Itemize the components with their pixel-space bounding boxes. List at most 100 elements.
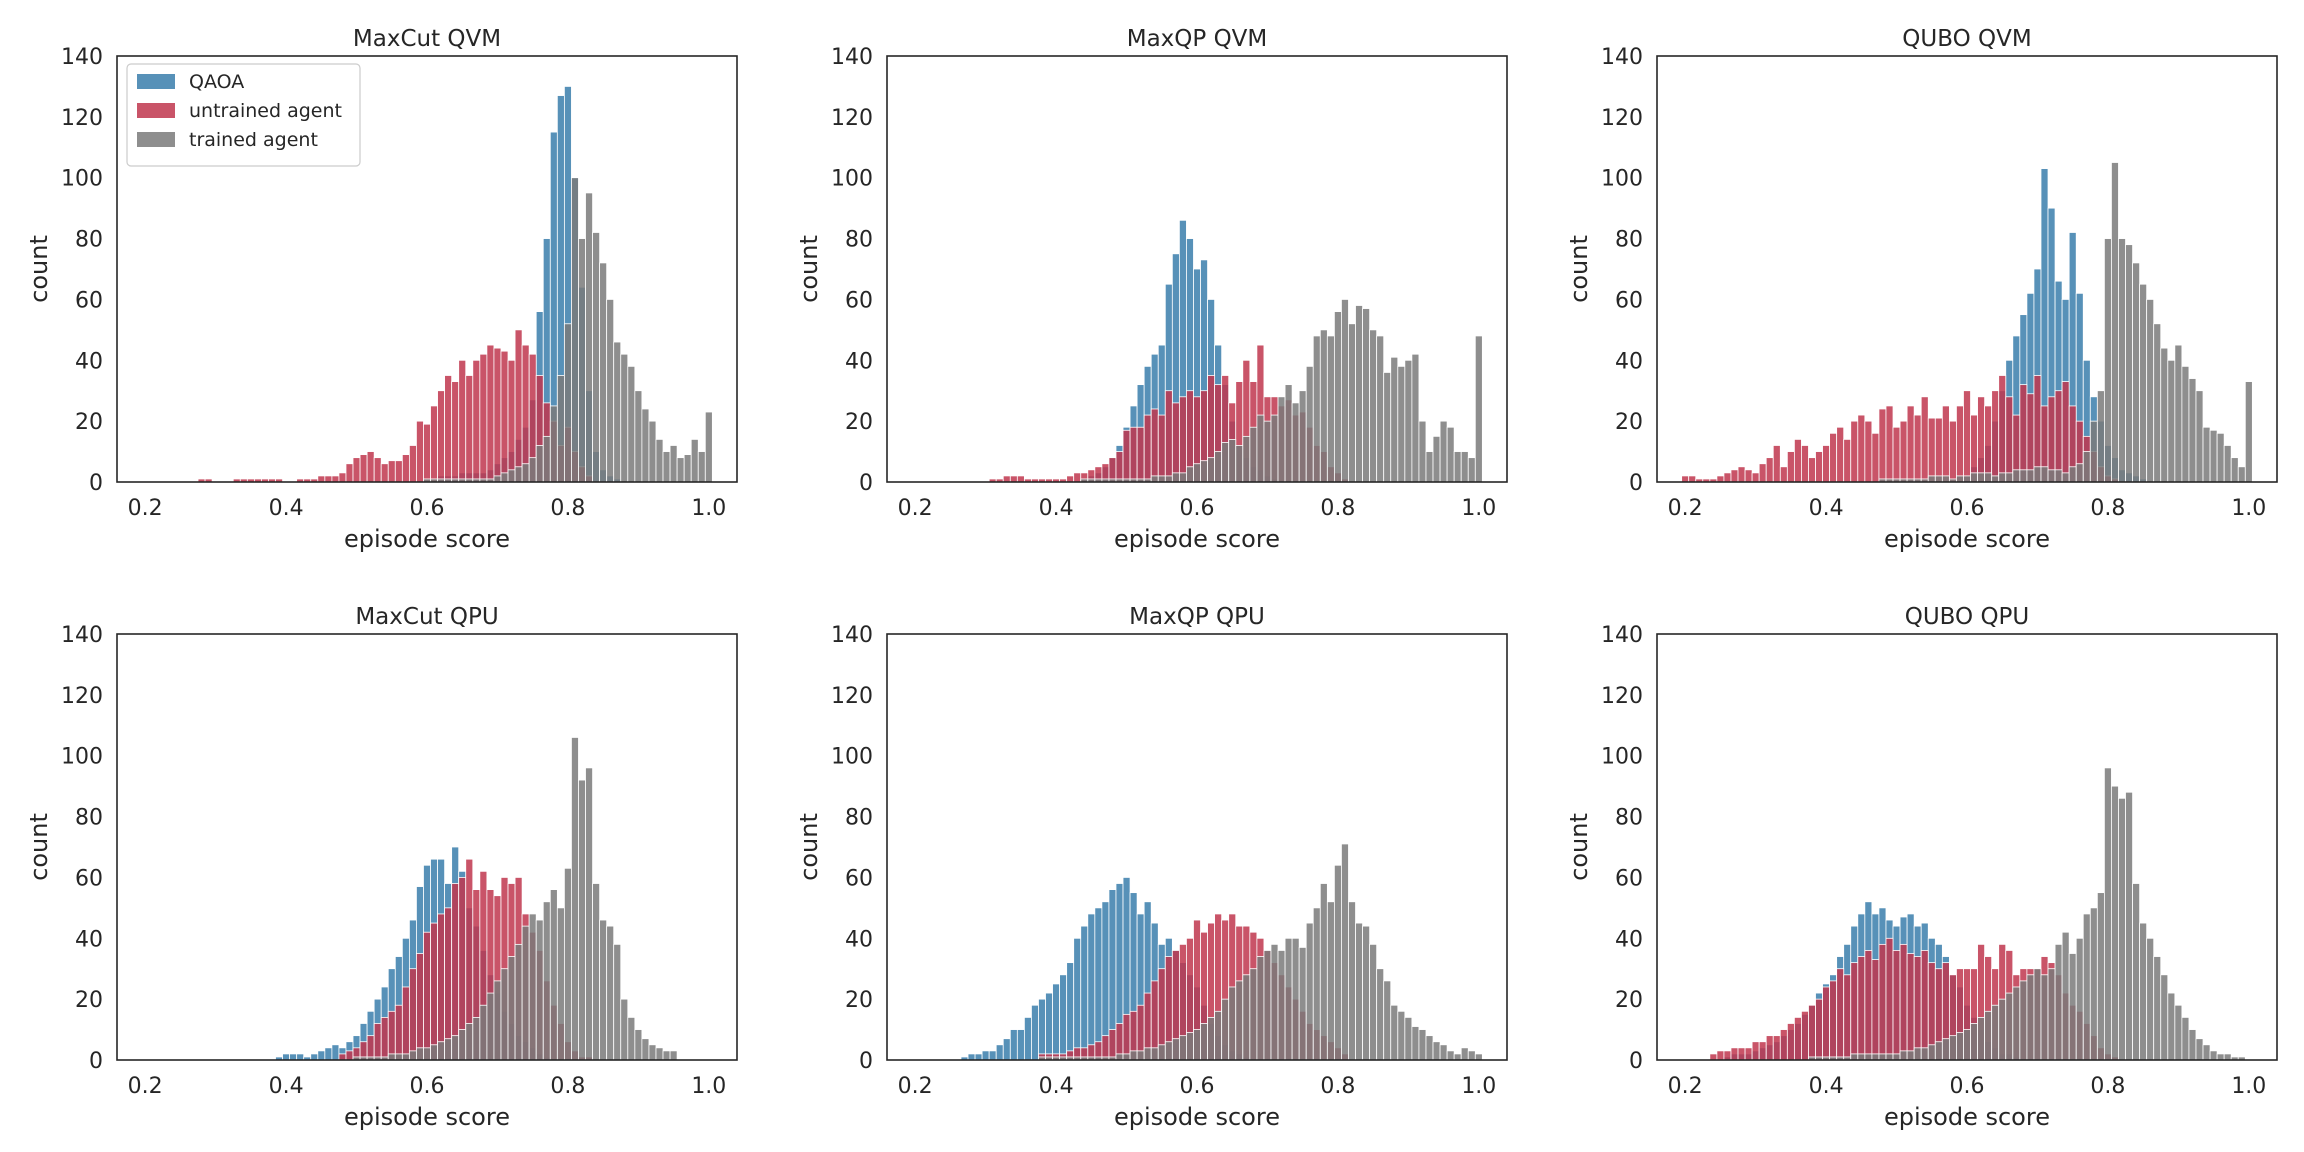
bar-trained-agent: [1460, 451, 1469, 483]
bar-trained-agent: [1362, 308, 1371, 483]
legend-box: [126, 63, 361, 167]
bar-trained-agent: [2089, 907, 2098, 1061]
bar-QAOA: [1038, 998, 1046, 1061]
bar-trained-agent: [451, 1035, 460, 1061]
bar-untrained-agent: [401, 454, 410, 483]
bar-trained-agent: [2111, 785, 2119, 1061]
y-tick-label: 80: [1615, 806, 1643, 831]
x-axis-label: episode score: [1114, 525, 1280, 553]
bar-trained-agent: [2082, 451, 2091, 483]
legend-label-untrained-agent: untrained agent: [189, 100, 342, 122]
bar-trained-agent: [1193, 463, 1201, 483]
bar-trained-agent: [697, 451, 706, 483]
bar-trained-agent: [416, 1047, 424, 1061]
bar-trained-agent: [634, 1029, 643, 1061]
bar-untrained-agent: [1864, 950, 1873, 1061]
y-tick-label: 0: [859, 1049, 873, 1074]
bar-trained-agent: [1228, 986, 1237, 1061]
y-tick-label: 40: [1615, 349, 1643, 374]
bar-trained-agent: [1977, 472, 1986, 483]
bar-trained-agent: [2111, 162, 2119, 483]
bar-trained-agent: [1956, 1032, 1964, 1061]
bar-untrained-agent: [1871, 432, 1880, 483]
x-tick-label: 0.4: [269, 1074, 304, 1099]
y-tick-label: 140: [831, 45, 873, 70]
bar-untrained-agent: [1171, 402, 1180, 483]
bar-trained-agent: [1991, 475, 2000, 483]
bar-untrained-agent: [451, 883, 460, 1061]
bar-untrained-agent: [1122, 1013, 1131, 1061]
bar-QAOA: [1087, 913, 1096, 1061]
bar-untrained-agent: [521, 344, 530, 483]
bar-trained-agent: [458, 1029, 467, 1061]
chart-title: MaxQP QPU: [1129, 604, 1265, 630]
bar-trained-agent: [1157, 1044, 1166, 1061]
bar-untrained-agent: [380, 463, 389, 483]
bar-trained-agent: [1150, 1047, 1159, 1061]
bar-trained-agent: [578, 779, 586, 1061]
bar-trained-agent: [2153, 956, 2162, 1061]
bar-trained-agent: [2047, 968, 2056, 1061]
bar-trained-agent: [1984, 1010, 1993, 1061]
bar-trained-agent: [2061, 472, 2070, 483]
x-axis-label: episode score: [344, 525, 510, 553]
bar-QAOA: [1094, 907, 1103, 1061]
bar-trained-agent: [2216, 432, 2225, 483]
bar-trained-agent: [1193, 1029, 1201, 1061]
x-tick-label: 0.8: [1320, 1074, 1355, 1099]
bar-trained-agent: [514, 943, 523, 1061]
x-axis-label: episode score: [1114, 1103, 1280, 1131]
bar-trained-agent: [1857, 1053, 1866, 1061]
chart-title: MaxCut QVM: [353, 26, 501, 52]
bar-untrained-agent: [1815, 451, 1823, 483]
panel-maxcut-qvm: MaxCut QVM 0 20 40 60 80 100 120 140 0.2 0.4 0.6 0.8…: [25, 26, 738, 553]
bar-untrained-agent: [1829, 432, 1838, 483]
bar-trained-agent: [1333, 864, 1342, 1061]
bar-trained-agent: [2096, 892, 2105, 1061]
bar-trained-agent: [669, 1050, 678, 1061]
panel-qubo-qvm: QUBO QVM 0 20 40 60 80 100 120 140 0.2 0.4 0.6 0.8 1.…: [1565, 26, 2278, 553]
bar-untrained-agent: [437, 390, 446, 483]
bar-trained-agent: [1404, 1017, 1413, 1061]
y-tick-label: 60: [75, 288, 103, 313]
bar-trained-agent: [2075, 463, 2084, 483]
bar-trained-agent: [1326, 901, 1335, 1061]
bar-untrained-agent: [1730, 469, 1739, 483]
bar-trained-agent: [1467, 457, 1476, 483]
y-axis-label: count: [25, 813, 53, 881]
x-tick-label: 0.8: [1320, 496, 1355, 521]
bar-untrained-agent: [1857, 956, 1866, 1061]
bar-trained-agent: [1998, 472, 2007, 483]
bar-untrained-agent: [1108, 457, 1117, 483]
bar-untrained-agent: [1009, 475, 1018, 483]
bar-trained-agent: [1998, 998, 2007, 1061]
bar-QAOA: [1023, 1017, 1032, 1061]
bar-untrained-agent: [1681, 475, 1690, 483]
bar-trained-agent: [1453, 451, 1462, 483]
y-axis-label: count: [1565, 235, 1593, 303]
bar-untrained-agent: [1913, 956, 1922, 1061]
axes-frame: [886, 633, 1508, 1061]
bar-trained-agent: [1362, 925, 1371, 1061]
bar-trained-agent: [613, 943, 622, 1061]
bar-trained-agent: [521, 463, 530, 483]
y-tick-label: 20: [845, 410, 873, 435]
bar-trained-agent: [669, 445, 678, 483]
bar-trained-agent: [2012, 986, 2021, 1061]
bar-untrained-agent: [1779, 1029, 1788, 1061]
bar-untrained-agent: [1143, 414, 1152, 483]
x-tick-label: 0.4: [1809, 1074, 1844, 1099]
bar-trained-agent: [542, 435, 551, 483]
bar-untrained-agent: [1801, 445, 1809, 483]
bar-untrained-agent: [401, 986, 410, 1061]
bar-untrained-agent: [1906, 953, 1915, 1061]
bar-untrained-agent: [458, 359, 467, 483]
bar-QAOA: [974, 1053, 983, 1061]
legend-label-QAOA: QAOA: [189, 71, 244, 93]
y-tick-label: 40: [1615, 927, 1643, 952]
bar-untrained-agent: [1977, 396, 1986, 483]
x-tick-label: 0.6: [410, 496, 445, 521]
bar-untrained-agent: [1836, 968, 1845, 1061]
y-axis-label: count: [1565, 813, 1593, 881]
bar-trained-agent: [2019, 469, 2028, 483]
